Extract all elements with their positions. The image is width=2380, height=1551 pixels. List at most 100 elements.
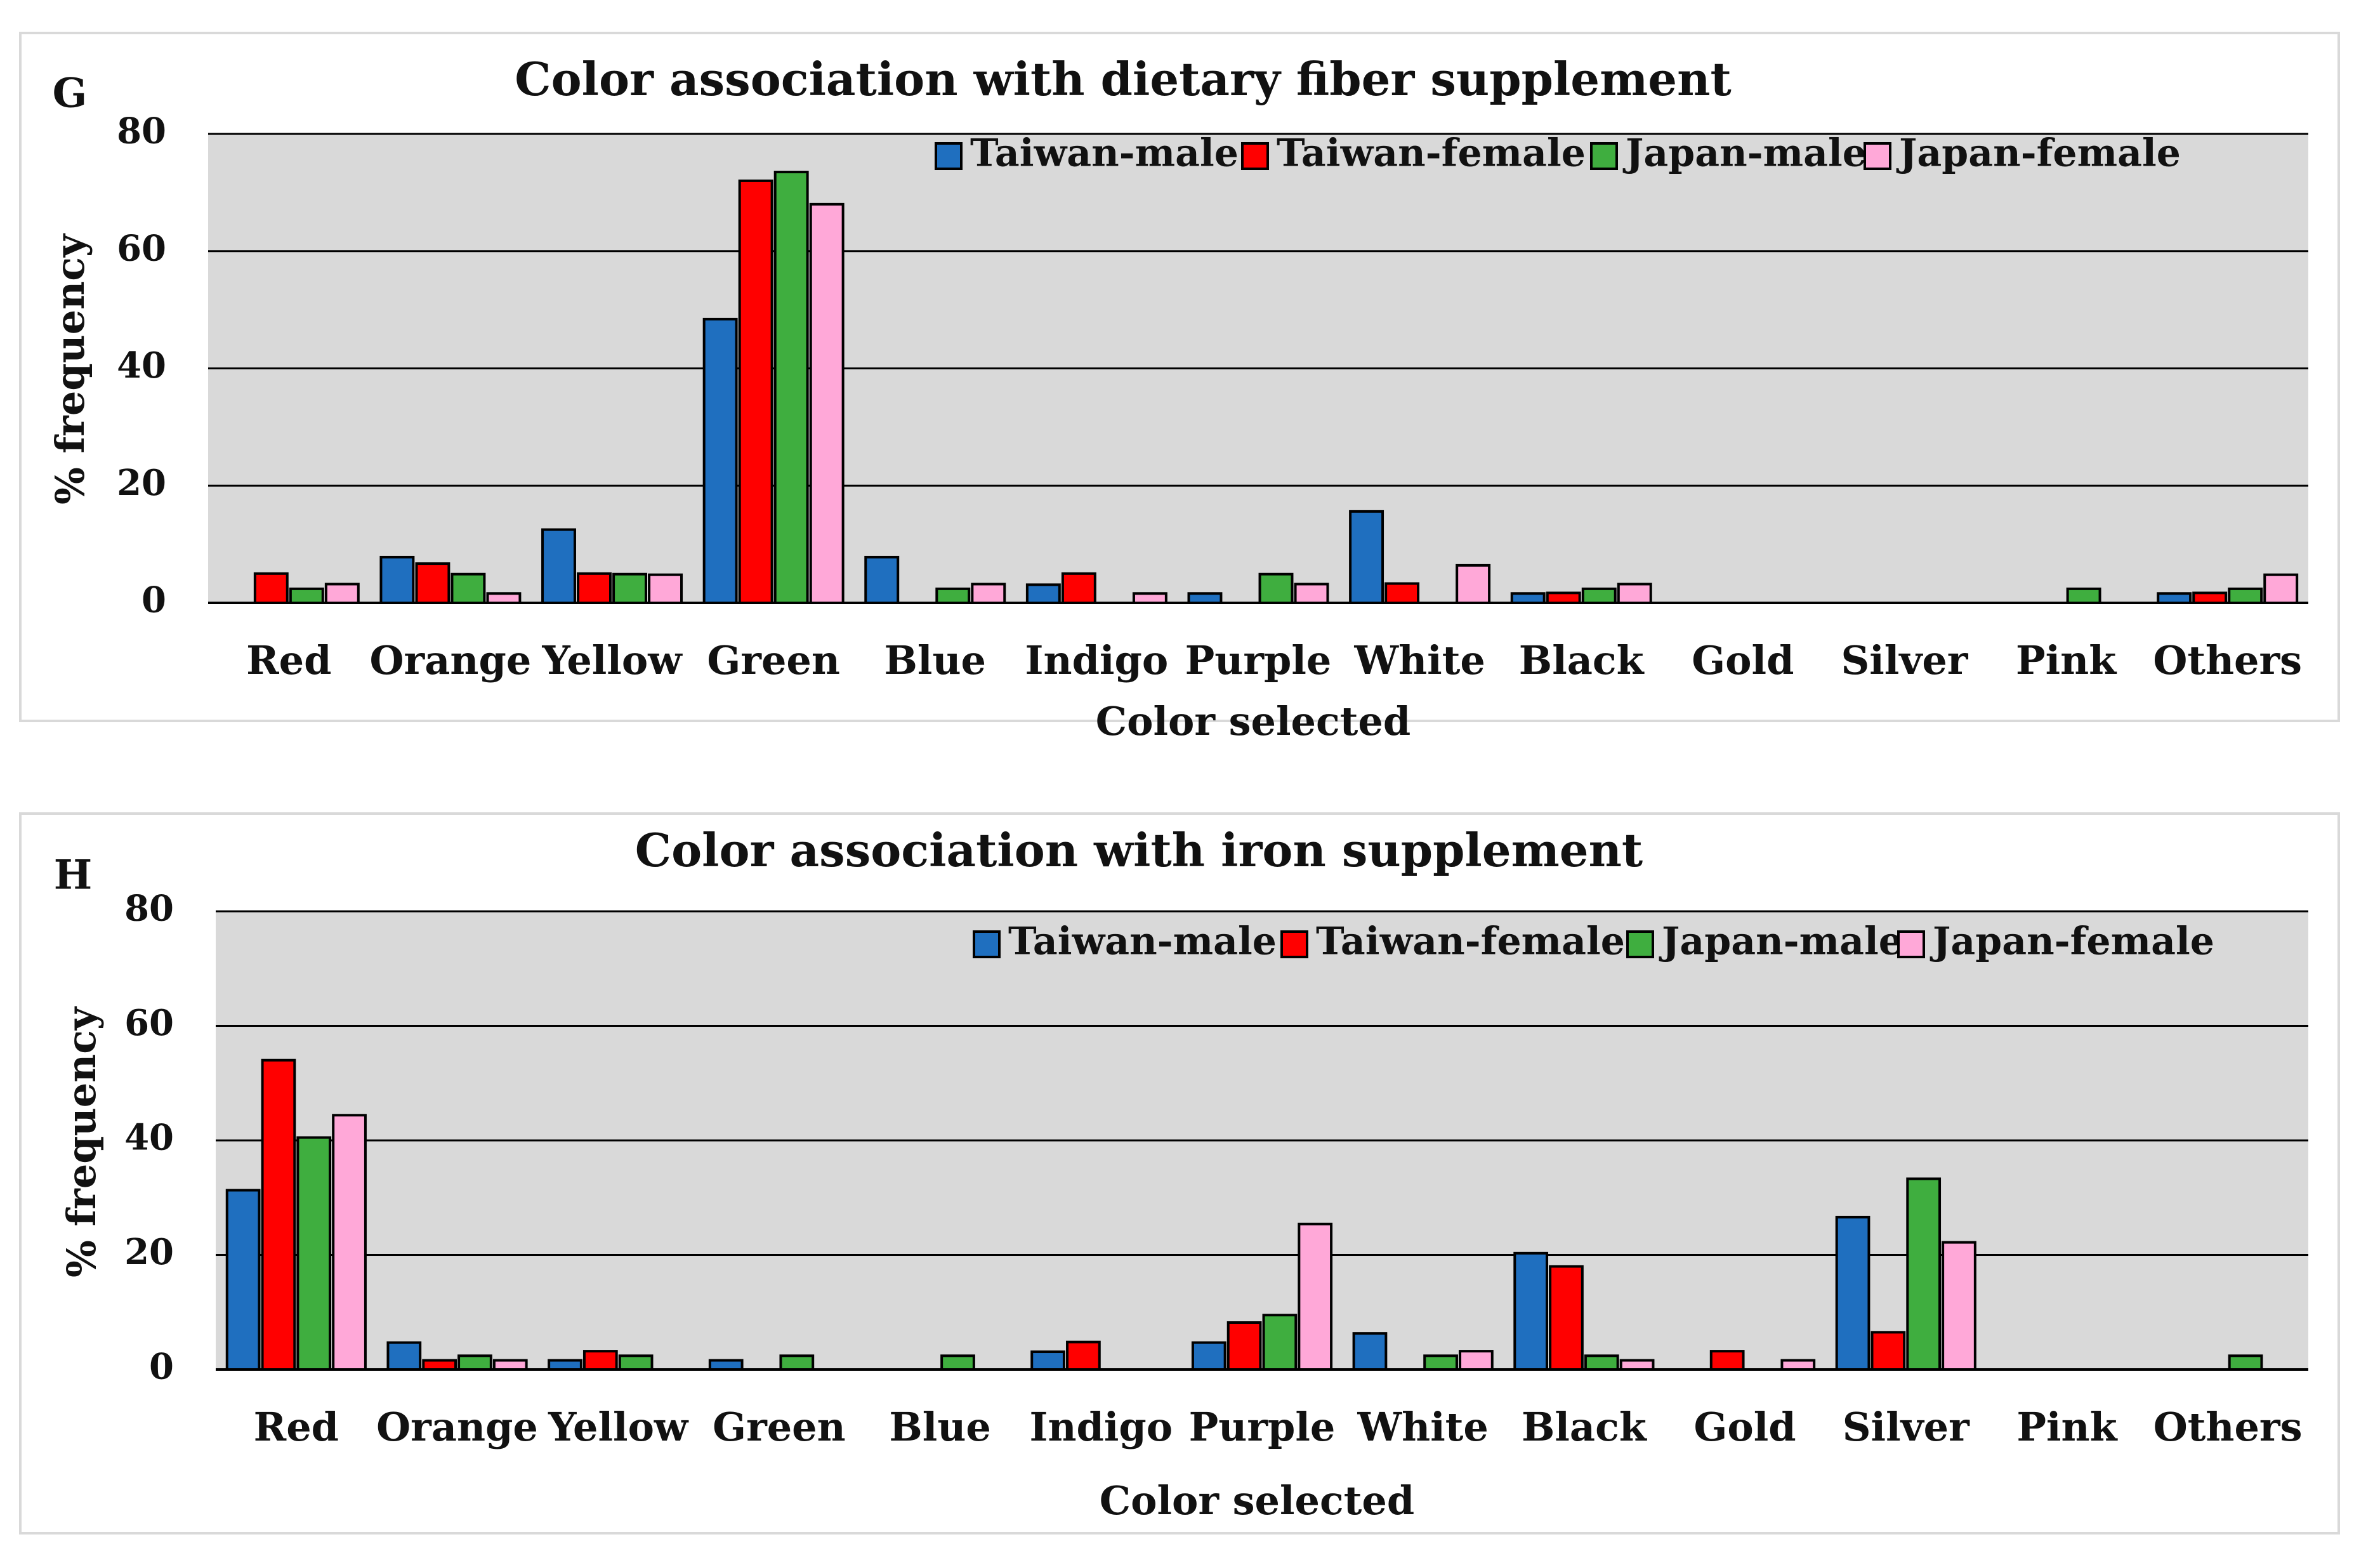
legend-swatch [1626,930,1654,958]
legend-label: Japan-female [1896,131,2181,176]
bar-japan-male-yellow [618,1354,654,1371]
bar-taiwan-male-black [1513,1251,1549,1371]
y-tick-label: 80 [117,110,166,152]
bar-taiwan-male-purple [1187,592,1223,604]
bar-taiwan-female-others [2192,591,2228,605]
bar-japan-male-red [289,587,324,605]
legend-label: Taiwan-female [1316,920,1625,964]
bar-japan-male-purple [1258,572,1294,605]
bar-japan-male-others [2228,587,2263,605]
bar-taiwan-female-gold [1709,1350,1745,1371]
y-tick-label: 60 [117,227,166,269]
x-tick-label: White [1357,1404,1489,1450]
bar-japan-male-white [1423,1354,1458,1371]
bar-taiwan-female-yellow [577,572,612,604]
legend-label: Japan-male [1622,131,1867,176]
legend-swatch [1864,142,1891,170]
x-tick-label: Gold [1693,1404,1796,1450]
bar-taiwan-female-black [1549,1265,1584,1371]
legend-swatch [973,930,1001,958]
bar-japan-male-yellow [612,572,648,605]
bar-japan-male-black [1581,587,1617,605]
chart-title: Color association with iron supplement [635,823,1643,877]
x-tick-label: Others [2153,1404,2303,1450]
bar-taiwan-female-purple [1226,1321,1262,1371]
bar-taiwan-male-purple [1191,1341,1226,1371]
bar-japan-female-black [1617,583,1652,605]
bar-taiwan-female-orange [422,1359,457,1371]
y-tick-label: 0 [149,1346,174,1388]
bar-japan-female-red [332,1114,367,1371]
bar-taiwan-male-white [1349,510,1384,605]
bar-taiwan-female-green [738,179,773,604]
x-tick-label: Gold [1692,637,1794,683]
bar-japan-female-orange [492,1359,528,1371]
bar-taiwan-male-green [702,317,738,604]
bar-taiwan-male-yellow [548,1359,582,1371]
legend: Taiwan-male Taiwan-female Japan-male Japan-… [935,131,2181,176]
x-tick-label: Pink [2016,1404,2118,1450]
x-axis-label: Color selected [1096,698,1410,744]
chart-panel-g: G Color association with dietary fiber su… [19,32,2340,744]
bar-taiwan-female-silver [1870,1331,1906,1371]
x-tick-label: Red [254,1404,339,1450]
y-tick-label: 80 [124,888,174,930]
bar-taiwan-male-yellow [541,528,576,604]
x-tick-label: Silver [1841,637,1968,683]
x-tick-label: Pink [2016,637,2117,683]
bar-japan-female-white [1456,564,1491,605]
panel-label: G [53,70,88,117]
bar-japan-female-silver [1942,1241,1976,1371]
bar-japan-male-blue [935,587,971,605]
bar-taiwan-male-white [1352,1332,1388,1371]
legend: Taiwan-male Taiwan-female Japan-male Japan-… [973,920,2214,964]
legend-label: Japan-male [1659,920,1903,964]
x-tick-label: Black [1522,1404,1648,1450]
x-tick-label: White [1353,637,1485,683]
y-tick-label: 40 [124,1117,174,1159]
bar-japan-male-blue [940,1354,975,1371]
bar-japan-female-purple [1298,1222,1333,1371]
bar-taiwan-male-green [708,1359,744,1371]
bar-japan-female-green [809,202,845,605]
bar-taiwan-female-orange [415,562,450,605]
legend-swatch [1280,930,1308,958]
chart-panel-h: H Color association with iron supplement 0… [19,812,2340,1534]
bar-japan-female-indigo [1132,592,1167,604]
y-tick-label: 20 [117,462,166,504]
y-tick-label: 0 [141,579,166,621]
bar-taiwan-female-indigo [1061,572,1096,604]
legend-swatch [1590,142,1618,170]
bar-japan-male-silver [1906,1177,1942,1371]
x-tick-label: Blue [889,1404,990,1450]
bar-japan-female-orange [486,592,522,604]
bar-taiwan-female-white [1384,582,1420,604]
y-tick-label: 20 [124,1231,174,1273]
bar-taiwan-male-others [2157,592,2192,604]
x-tick-label: Indigo [1025,637,1169,683]
bar-taiwan-male-red [225,1189,261,1371]
x-tick-label: Silver [1843,1404,1970,1450]
bar-japan-male-pink [2066,587,2101,605]
y-tick-label: 60 [124,1002,174,1044]
chart-title: Color association with dietary fiber sup… [515,52,1731,106]
bar-japan-female-others [2263,573,2299,604]
x-axis-label: Color selected [1100,1477,1414,1524]
panel-label: H [54,852,92,899]
x-tick-label: Purple [1185,637,1332,683]
legend-label: Taiwan-male [1008,920,1277,964]
x-tick-label: Purple [1189,1404,1336,1450]
bar-japan-female-blue [971,583,1006,605]
bar-taiwan-female-yellow [582,1350,618,1371]
bar-taiwan-female-indigo [1066,1340,1101,1371]
x-tick-label: Orange [376,1404,538,1450]
x-tick-label: Yellow [541,637,683,683]
legend-swatch [935,142,963,170]
legend-label: Taiwan-male [970,131,1239,176]
bar-japan-male-orange [450,572,486,605]
legend-label: Taiwan-female [1277,131,1586,176]
bar-japan-female-white [1459,1350,1494,1371]
bar-japan-male-black [1584,1354,1619,1371]
legend-swatch [1241,142,1269,170]
